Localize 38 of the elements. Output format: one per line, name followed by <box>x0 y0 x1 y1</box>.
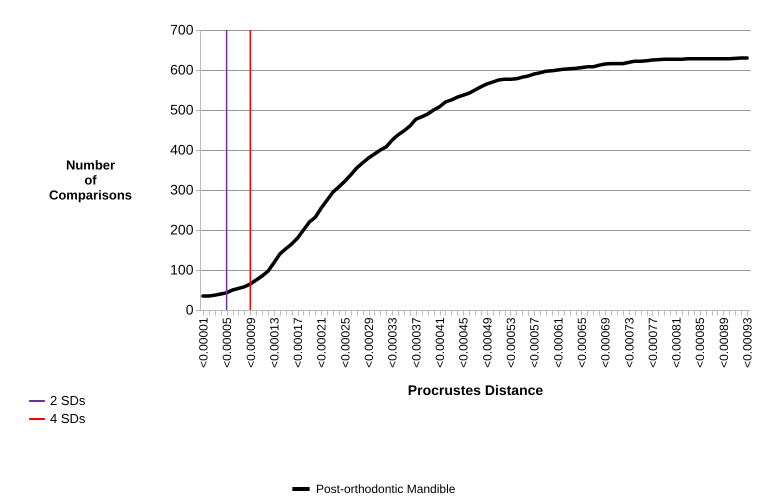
x-tick-label: <0.00037 <box>409 317 424 368</box>
x-tick-label: <0.00065 <box>574 317 589 368</box>
x-tick-label: <0.00069 <box>598 317 613 368</box>
y-tick-label: 400 <box>170 142 194 158</box>
legend-label: 4 SDs <box>50 411 86 426</box>
line-series <box>201 56 749 298</box>
x-tick-label: <0.00025 <box>338 317 352 368</box>
x-tick-label: <0.00013 <box>267 317 282 368</box>
x-tick-label: <0.00089 <box>716 317 731 368</box>
x-tick-label: <0.00041 <box>433 317 448 368</box>
x-tick-label: <0.00061 <box>551 317 566 368</box>
x-tick-label: <0.00057 <box>528 317 542 368</box>
y-tick-label: 100 <box>170 262 194 278</box>
y-tick-label: 300 <box>170 182 194 198</box>
x-tick-label: <0.00001 <box>196 317 210 368</box>
x-axis-title: Procrustes Distance <box>408 382 544 398</box>
y-tick-label: 0 <box>186 302 194 318</box>
x-tick-label: <0.00053 <box>504 317 518 368</box>
x-tick-label: <0.00093 <box>740 317 755 368</box>
legend-label: Post-orthodontic Mandible <box>316 482 456 496</box>
y-tick-label: 700 <box>170 22 194 38</box>
x-tick-label: <0.00021 <box>314 317 329 368</box>
x-tick-label: <0.00017 <box>291 317 306 368</box>
y-axis-title: Number of Comparisons <box>48 158 132 202</box>
x-tick-label: <0.00029 <box>362 317 376 368</box>
x-tick-label: <0.00085 <box>693 317 708 368</box>
y-tick-label: 600 <box>170 62 194 78</box>
x-tick-label: <0.00049 <box>480 317 494 368</box>
x-tick-label: <0.00073 <box>622 317 636 368</box>
x-tick-label: <0.00005 <box>220 317 234 368</box>
x-tick-label: <0.00045 <box>456 317 471 368</box>
y-tick-label: 200 <box>170 222 194 238</box>
x-tick-label: <0.00081 <box>670 317 684 368</box>
x-tick-label: <0.00033 <box>386 317 400 368</box>
legend-label: 2 SDs <box>50 393 86 408</box>
y-tick-label: 500 <box>170 102 194 118</box>
x-tick-label: <0.00077 <box>646 317 660 368</box>
x-tick-label: <0.00009 <box>244 317 258 368</box>
